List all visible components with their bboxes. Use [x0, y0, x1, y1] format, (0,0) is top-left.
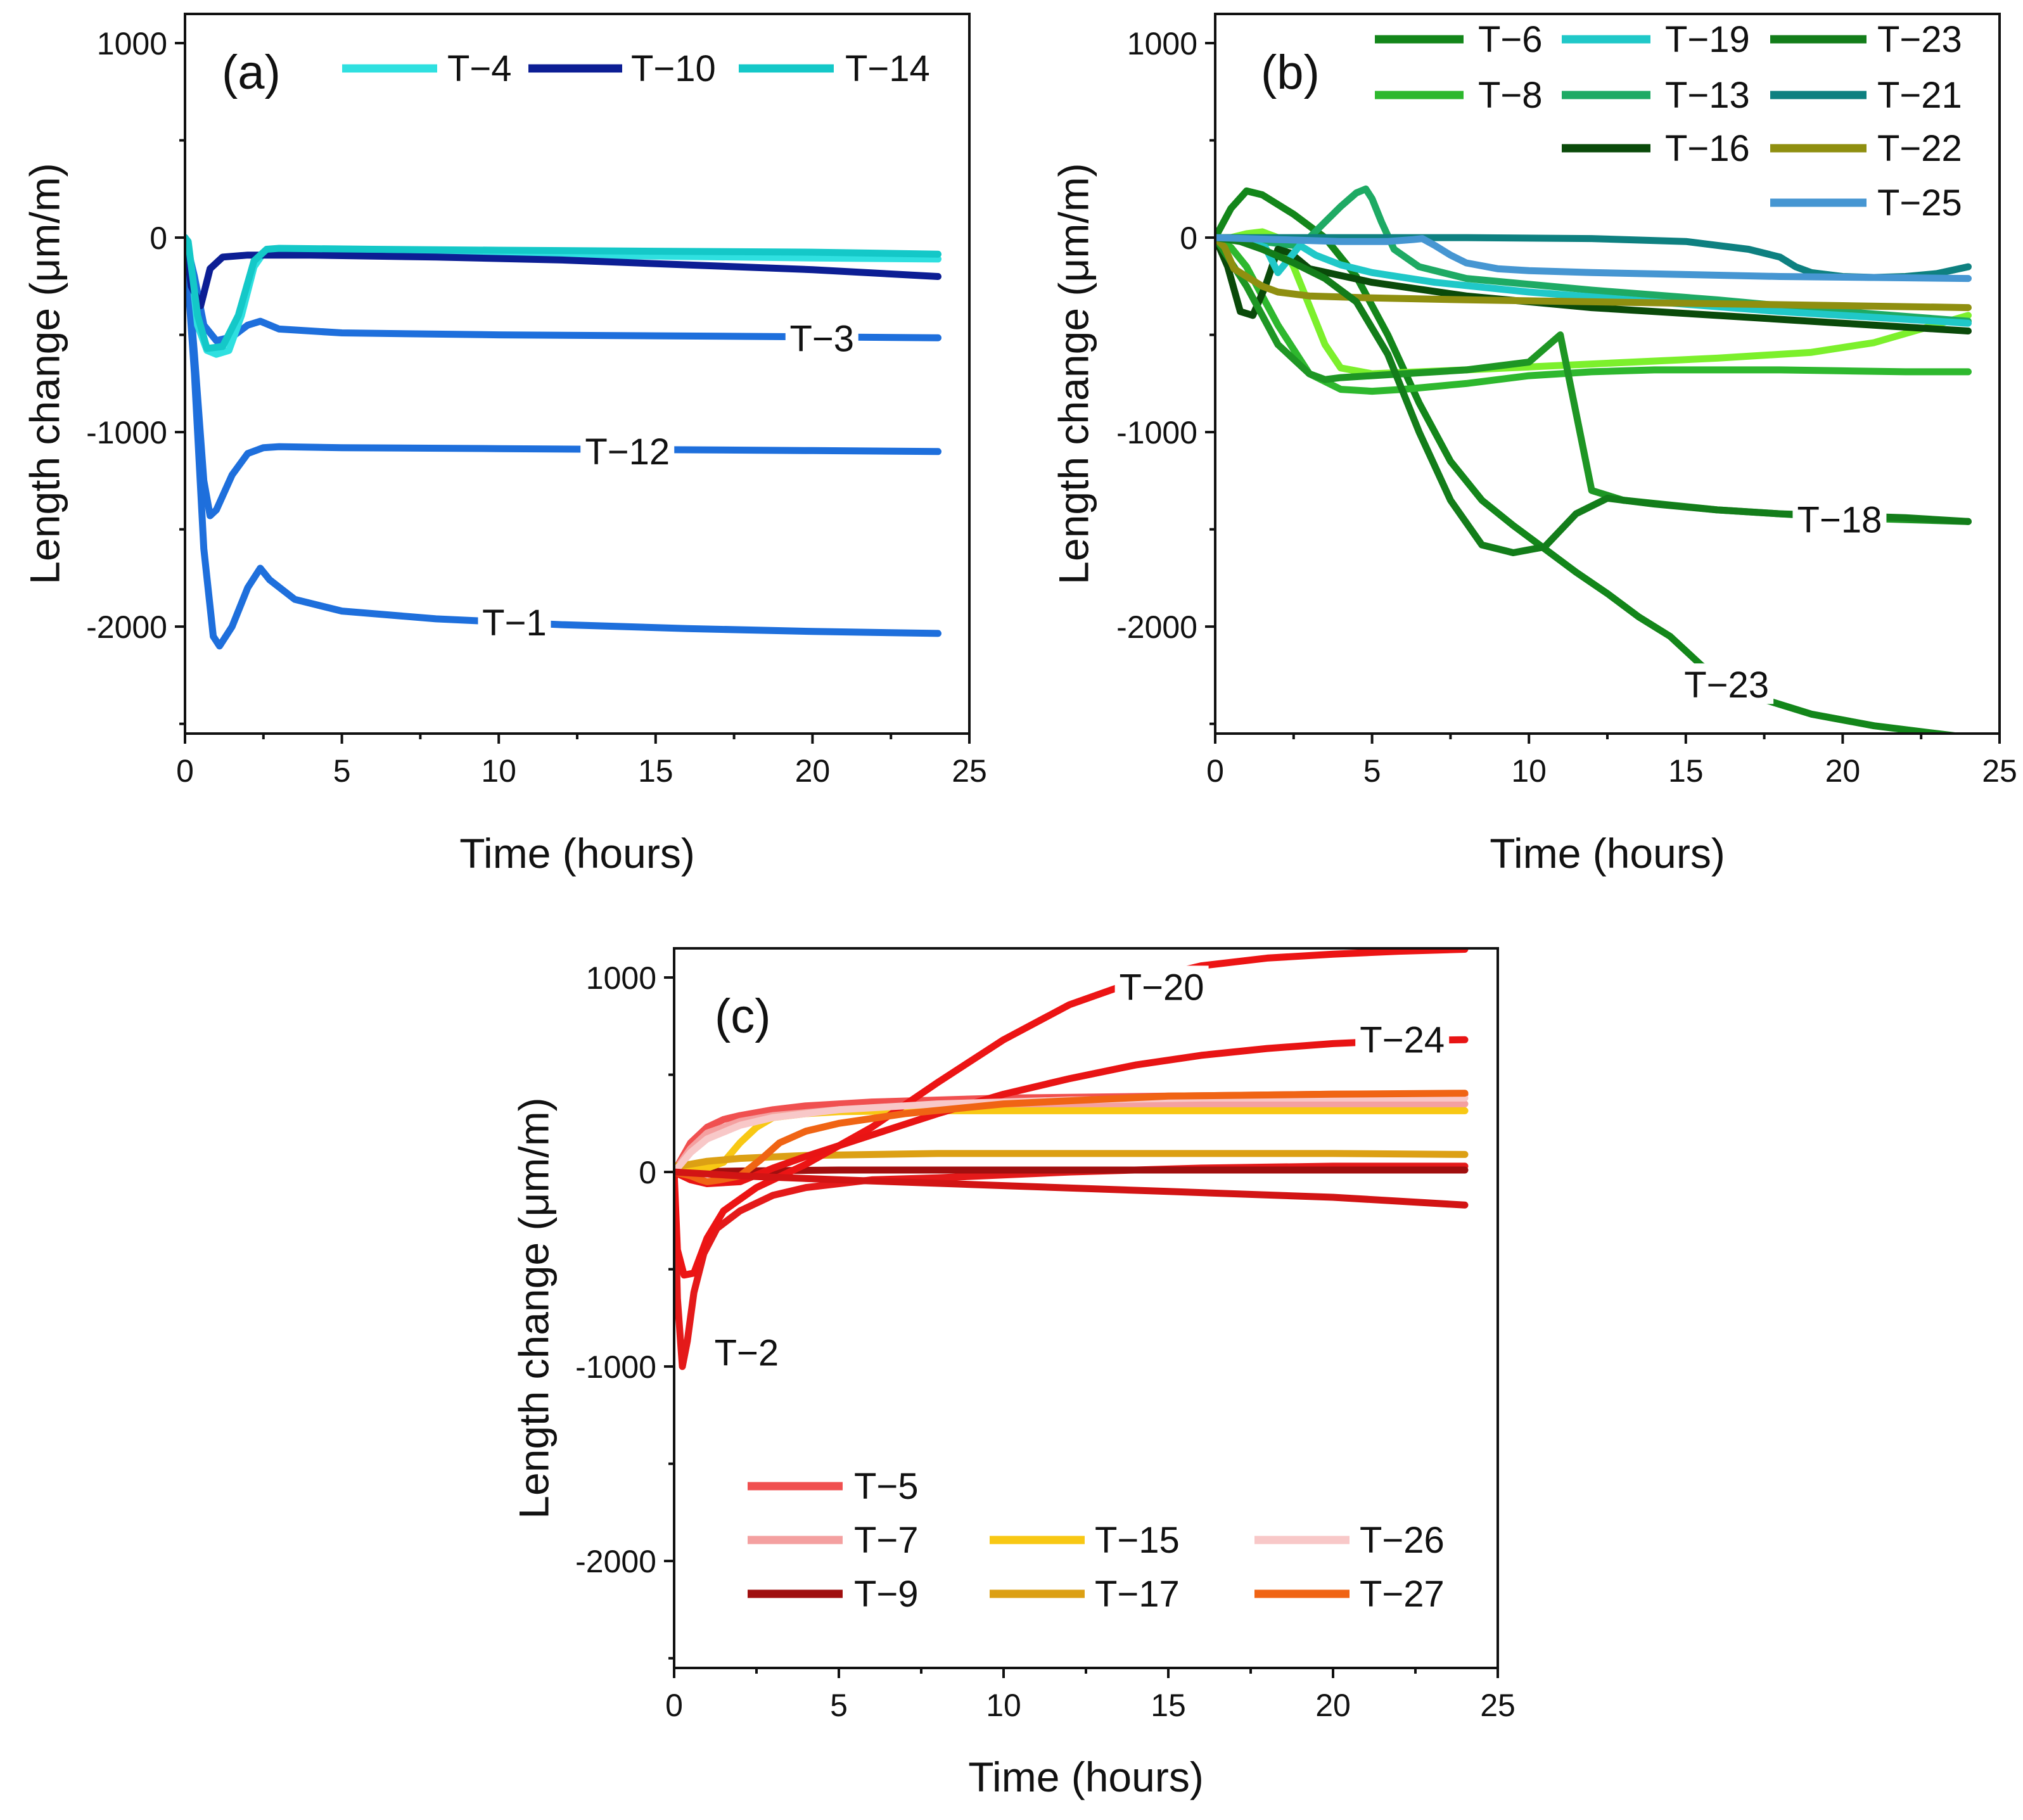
inline-label-t-23: T−23	[1684, 665, 1769, 706]
y-tick-label: -1000	[575, 1349, 656, 1385]
series-line-t-17	[674, 1150, 1469, 1170]
x-tick-label: 10	[986, 1688, 1021, 1723]
inline-label-t-12: T−12	[585, 431, 670, 473]
x-tick-label: 15	[1668, 753, 1704, 789]
x-tick-label: 25	[952, 753, 987, 789]
panel-c: T−2 T−20 T−24 0 5 10 15 20 25 -2000 -1000 0 1000 Time…	[510, 947, 1516, 1800]
y-tick-label: -2000	[575, 1544, 656, 1579]
inline-label-bg	[710, 1331, 783, 1372]
legend-label: T−6	[1478, 19, 1543, 60]
legend-label: T−8	[1478, 75, 1543, 116]
y-tick-label: -2000	[86, 609, 167, 645]
series-line-t-22	[1215, 234, 1972, 312]
y-tick-label: 0	[1180, 220, 1197, 256]
legend-label: T−10	[631, 48, 716, 89]
x-axis-title: Time (hours)	[1490, 830, 1725, 877]
series-group	[1215, 185, 1972, 734]
x-axis-title: Time (hours)	[459, 830, 695, 877]
x-tick-label: 10	[1511, 753, 1547, 789]
legend-label: T−9	[854, 1574, 919, 1615]
x-tick-label: 20	[795, 753, 831, 789]
series-line-t-12	[185, 234, 941, 519]
y-tick-label: 1000	[97, 26, 167, 61]
legend-label: T−7	[854, 1520, 919, 1561]
series-line-t-23	[1215, 234, 1972, 556]
series-line-t-1	[185, 234, 941, 650]
series-line-t-8	[1215, 234, 1972, 395]
series-line-t-13	[1215, 185, 1972, 325]
series-line-t-25	[1215, 234, 1972, 283]
inline-label-t-2: T−2	[715, 1333, 779, 1374]
x-tick-label: 0	[665, 1688, 683, 1723]
y-tick-label: 0	[639, 1155, 656, 1190]
y-tick-label: -2000	[1116, 609, 1197, 645]
legend: T−6 T−19 T−23 T−8 T−13 T−21 T−16 T−22 T−25	[1375, 19, 1962, 224]
inline-label-t-1: T−1	[482, 602, 547, 644]
inline-label-bg	[478, 601, 551, 642]
y-axis-title: Length change (μm/m)	[21, 163, 68, 584]
legend: T−4 T−10 T−14	[342, 48, 930, 89]
inline-label-t-3: T−3	[789, 319, 854, 360]
panel-label: (b)	[1261, 46, 1320, 99]
legend-label: T−14	[845, 48, 930, 89]
inline-label-t-18: T−18	[1797, 499, 1882, 540]
x-tick-label: 5	[1363, 753, 1381, 789]
legend-label: T−17	[1095, 1574, 1180, 1615]
inline-label-t-24: T−24	[1360, 1019, 1445, 1060]
legend-label: T−4	[447, 48, 512, 89]
x-tick-label: 5	[830, 1688, 848, 1723]
inline-label-bg	[1680, 663, 1774, 704]
legend-label: T−16	[1665, 128, 1750, 169]
series-group	[185, 234, 941, 650]
legend-label: T−13	[1665, 75, 1750, 116]
legend-label: T−21	[1877, 75, 1962, 116]
series-line-t-16	[1215, 234, 1972, 334]
legend-label: T−23	[1877, 19, 1962, 60]
legend: T−5 T−7 T−15 T−26 T−9 T−17 T−27	[748, 1466, 1445, 1615]
series-group	[674, 948, 1469, 1370]
inline-label-t-20: T−20	[1120, 967, 1204, 1008]
legend-label: T−25	[1877, 182, 1962, 224]
inline-label-bg	[580, 430, 675, 471]
x-axis-title: Time (hours)	[968, 1753, 1204, 1800]
x-tick-label: 10	[481, 753, 516, 789]
series-line-t-27	[674, 1090, 1469, 1185]
y-tick-label: -1000	[86, 415, 167, 450]
x-tick-label: 20	[1315, 1688, 1351, 1723]
x-tick-label: 25	[1480, 1688, 1516, 1723]
legend-label: T−19	[1665, 19, 1750, 60]
inline-label-bg	[785, 317, 858, 358]
panel-b: T−18 T−23 0 5 10 15 20 25 -2000 -1000 0 1000 Time (h…	[1050, 13, 2017, 877]
y-tick-label: 1000	[586, 960, 656, 996]
panel-a: T−1 T−3 T−12 0 5 10 15 20 25 -2000 -1000 0 1000 Time …	[21, 13, 987, 877]
x-tick-label: 25	[1982, 753, 2017, 789]
inline-label-bg	[1114, 965, 1209, 1007]
y-axis-title: Length change (μm/m)	[510, 1097, 557, 1518]
series-line-t-29	[674, 1168, 1469, 1209]
y-tick-label: -1000	[1116, 415, 1197, 450]
x-tick-label: 0	[1206, 753, 1224, 789]
y-tick-label: 1000	[1127, 26, 1197, 61]
x-tick-label: 0	[176, 753, 194, 789]
x-tick-label: 20	[1825, 753, 1861, 789]
legend-label: T−27	[1360, 1574, 1445, 1615]
series-line-t-14	[185, 234, 941, 352]
y-axis-title: Length change (μm/m)	[1050, 163, 1097, 584]
series-line-t-9	[674, 1166, 1469, 1176]
legend-label: T−26	[1360, 1520, 1445, 1561]
series-line-t-11	[1215, 228, 1972, 378]
panel-label: (a)	[222, 46, 281, 99]
x-tick-label: 15	[638, 753, 673, 789]
inline-label-bg	[1355, 1018, 1450, 1059]
legend-label: T−22	[1877, 128, 1962, 169]
legend-label: T−15	[1095, 1520, 1180, 1561]
inline-label-bg	[1792, 498, 1887, 539]
legend-label: T−5	[854, 1466, 919, 1507]
x-tick-label: 15	[1151, 1688, 1186, 1723]
y-tick-label: 0	[150, 220, 167, 256]
x-tick-label: 5	[333, 753, 351, 789]
panel-label: (c)	[715, 990, 771, 1043]
